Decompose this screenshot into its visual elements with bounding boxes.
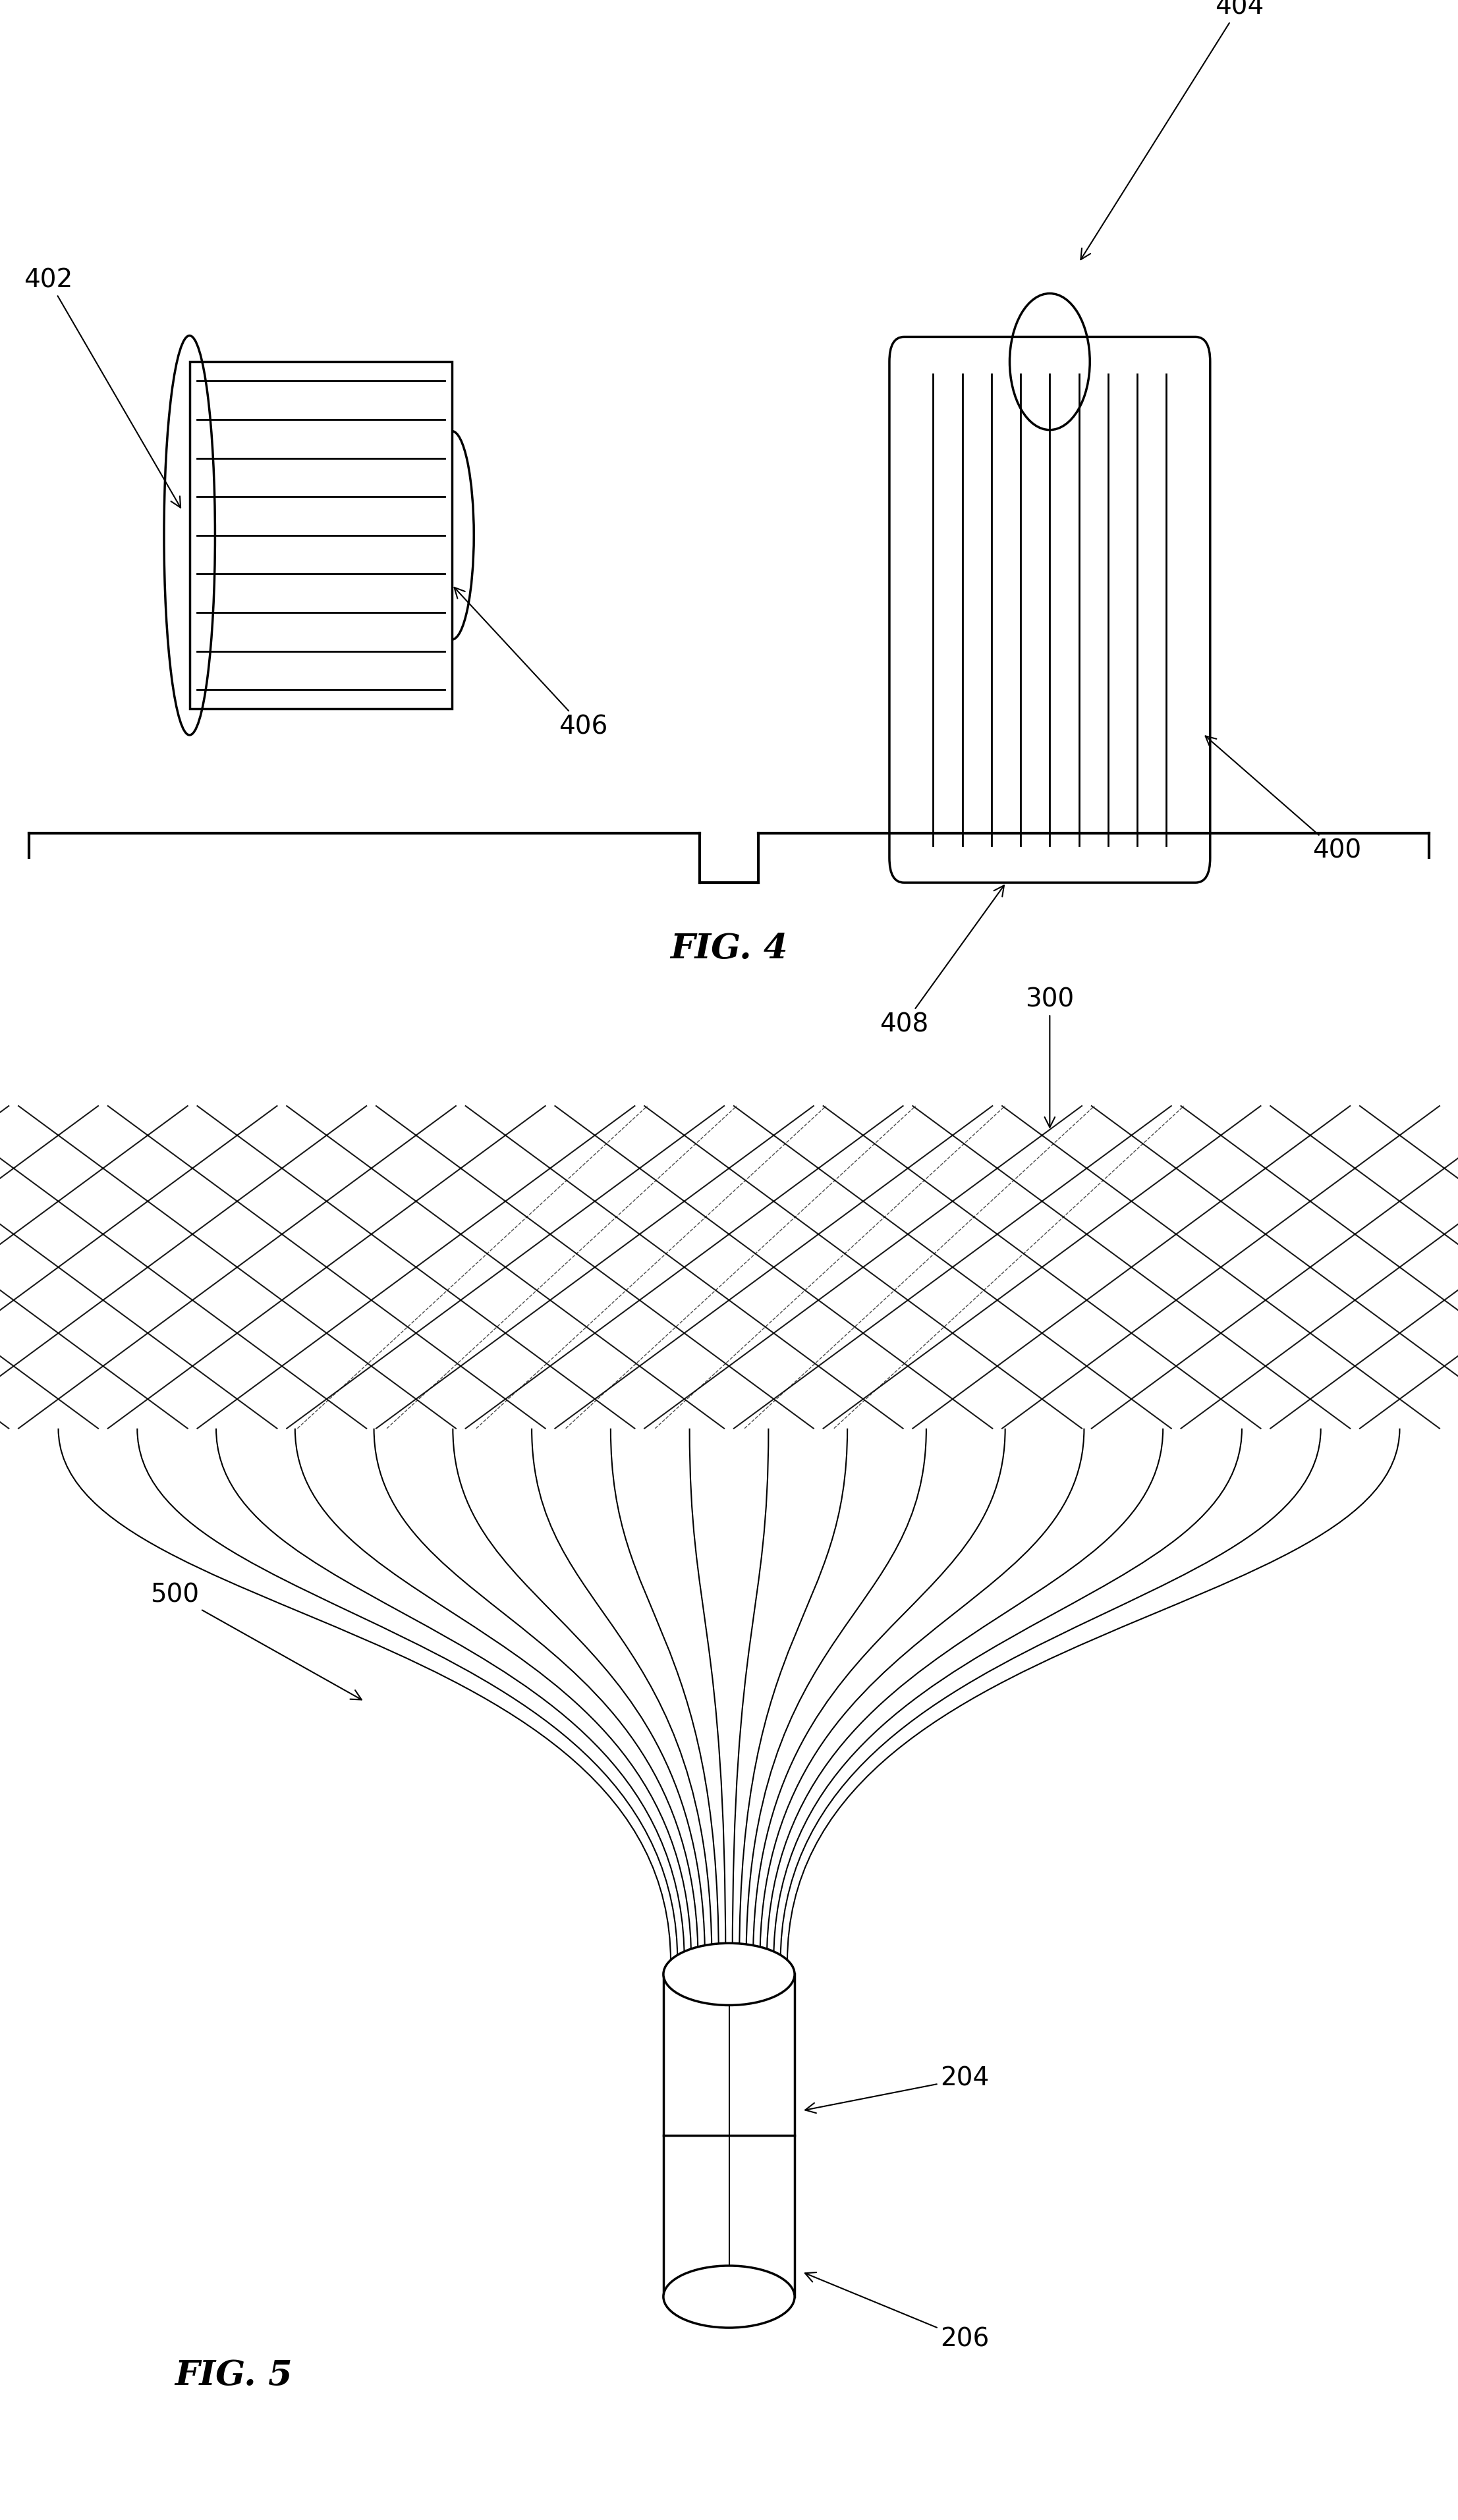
Ellipse shape [663, 2265, 795, 2328]
Text: 300: 300 [1025, 988, 1075, 1126]
Text: 400: 400 [1206, 736, 1362, 864]
Text: 404: 404 [1080, 0, 1264, 260]
Text: 500: 500 [150, 1583, 362, 1698]
Text: 204: 204 [805, 2066, 990, 2114]
Text: 406: 406 [455, 587, 608, 738]
Text: 402: 402 [23, 267, 181, 507]
Text: 206: 206 [805, 2273, 990, 2351]
Text: 408: 408 [879, 885, 1005, 1036]
Text: FIG. 4: FIG. 4 [671, 932, 787, 965]
Ellipse shape [663, 1943, 795, 2006]
Text: FIG. 5: FIG. 5 [175, 2359, 293, 2391]
